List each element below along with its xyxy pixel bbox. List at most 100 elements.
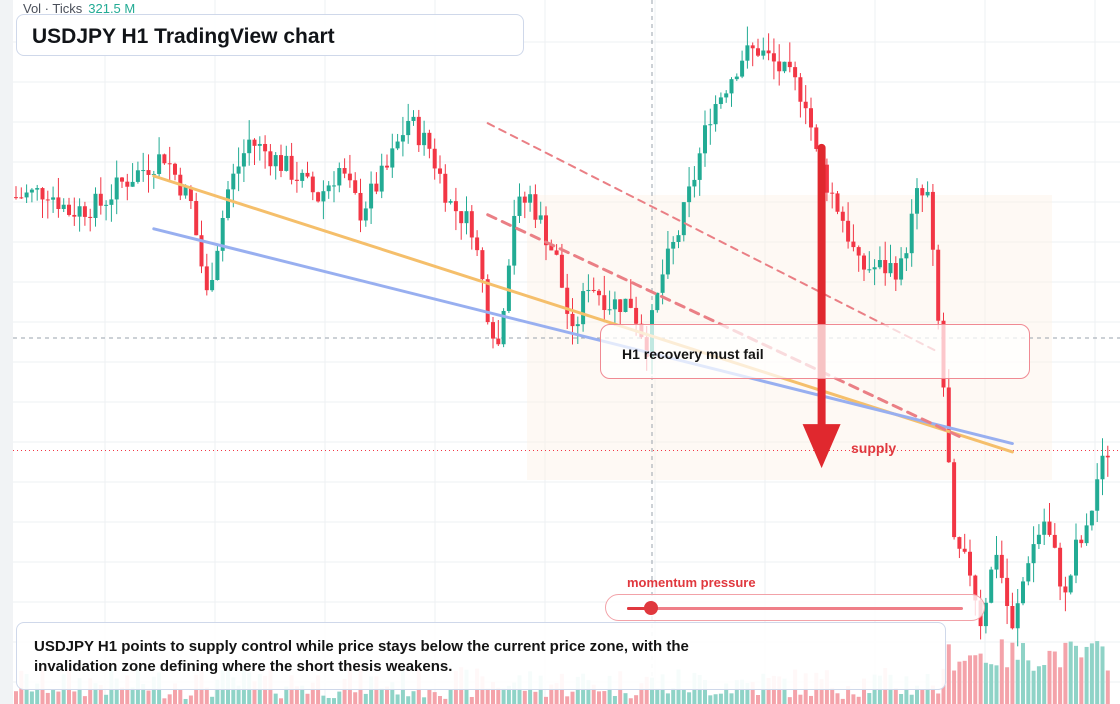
volume-bar <box>1058 667 1063 704</box>
candle-body <box>893 263 898 280</box>
volume-bar <box>506 685 511 704</box>
candle-body <box>1036 534 1041 545</box>
volume-bar <box>427 689 432 704</box>
candle-body <box>342 168 347 174</box>
volume-bar <box>687 692 692 704</box>
volume-bar <box>1068 641 1073 704</box>
candle-body <box>697 153 702 180</box>
momentum-knob[interactable] <box>643 601 658 615</box>
candle-body <box>199 235 204 267</box>
volume-bar <box>188 695 193 704</box>
volume-bar <box>1015 659 1020 704</box>
candle-body <box>310 176 315 193</box>
volume-bar <box>1021 643 1025 704</box>
volume-bar <box>406 696 411 704</box>
candle-body <box>952 462 957 538</box>
volume-bar <box>978 653 983 704</box>
volume-bar <box>851 694 856 704</box>
candle-body <box>88 216 93 218</box>
volume-bar <box>114 678 119 704</box>
volume-bar <box>294 686 299 704</box>
candle-body <box>899 258 904 280</box>
candle-body <box>883 260 888 274</box>
volume-bar <box>745 682 750 704</box>
volume-bar <box>846 686 851 704</box>
volume-bar <box>432 692 437 704</box>
volume-bar <box>422 697 427 704</box>
volume-bar <box>1036 666 1041 704</box>
candle-body <box>581 291 586 325</box>
volume-bar <box>1047 650 1052 704</box>
volume-bar <box>93 683 98 704</box>
candle-body <box>358 192 363 221</box>
volume-bar <box>591 684 596 704</box>
volume-bar <box>310 682 315 704</box>
candle-body <box>1095 479 1100 511</box>
candle-body <box>337 168 342 186</box>
volume-bar <box>952 670 957 704</box>
volume-bar <box>899 694 904 704</box>
candle-body <box>761 50 766 56</box>
candle-body <box>395 141 400 149</box>
volume-bar <box>1005 667 1010 704</box>
candle-body <box>549 245 554 251</box>
candle-body <box>618 299 623 313</box>
candle-body <box>491 322 495 339</box>
candle-body <box>61 204 66 209</box>
candle-body <box>45 199 50 201</box>
candle-body <box>655 292 660 311</box>
volume-bar <box>655 688 660 704</box>
candle-body <box>305 172 310 177</box>
volume-bar <box>999 639 1004 704</box>
candle-body <box>135 170 140 182</box>
candle-body <box>766 50 771 54</box>
candle-body <box>279 155 283 171</box>
volume-bar <box>628 698 633 704</box>
candle-body <box>554 250 559 255</box>
volume-bar <box>130 687 135 704</box>
candle-body <box>771 53 776 62</box>
volume-bar <box>681 688 686 704</box>
volume-bar <box>830 687 835 704</box>
candle-body <box>973 575 978 601</box>
volume-bar <box>496 687 501 704</box>
candle-body <box>300 172 305 181</box>
candle-body <box>40 188 45 200</box>
volume-bar <box>1095 641 1100 704</box>
candle-body <box>369 183 374 209</box>
volume-bar <box>904 676 909 704</box>
volume-bar <box>300 685 305 704</box>
volume-bar <box>862 678 866 704</box>
candle-body <box>867 269 872 271</box>
recovery-note: H1 recovery must fail <box>622 346 764 362</box>
candle-body <box>416 116 421 146</box>
volume-bar <box>994 665 999 704</box>
candle-body <box>125 181 130 187</box>
volume-bar <box>141 683 146 704</box>
supply-label: supply <box>851 440 897 456</box>
candle-body <box>459 211 464 224</box>
candle-body <box>1084 525 1089 544</box>
volume-bar <box>639 683 644 704</box>
candle-body <box>1042 521 1047 535</box>
volume-bar <box>512 682 517 704</box>
candle-body <box>708 124 713 126</box>
volume-bar <box>983 662 988 704</box>
volume-bar <box>703 679 707 704</box>
momentum-slider[interactable] <box>605 594 985 621</box>
chart-title: USDJPY H1 TradingView chart <box>32 25 335 48</box>
volume-bar <box>491 681 495 704</box>
candle-body <box>718 97 723 105</box>
candle-body <box>273 155 278 167</box>
volume-bar <box>1074 645 1078 704</box>
candle-body <box>968 551 972 576</box>
volume-bar <box>586 680 591 704</box>
volume-bar <box>45 692 50 704</box>
candle-body <box>1074 539 1078 576</box>
volume-bar <box>787 697 792 704</box>
candle-body <box>607 309 612 311</box>
candle-body <box>713 104 718 125</box>
candle-body <box>215 250 220 280</box>
title-card: USDJPY H1 TradingView chart <box>16 14 524 56</box>
